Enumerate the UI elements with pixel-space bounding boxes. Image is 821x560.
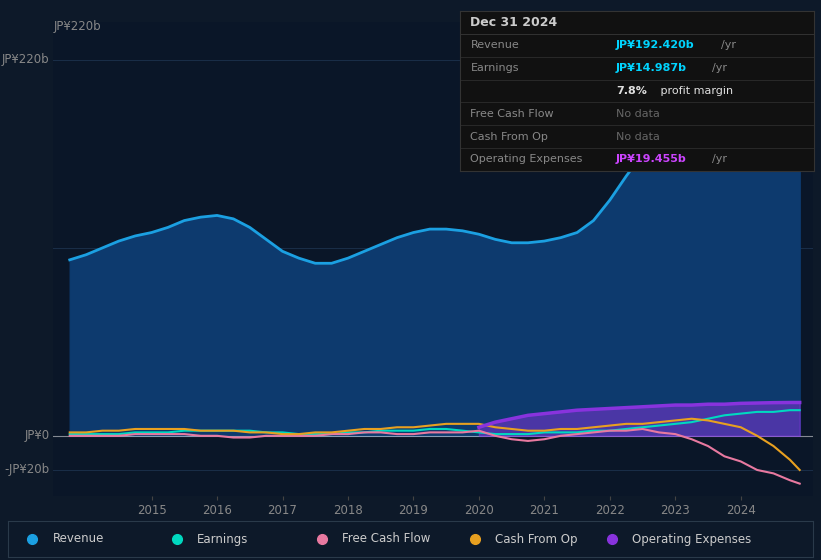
Text: JP¥19.455b: JP¥19.455b (616, 155, 686, 165)
Text: JP¥220b: JP¥220b (53, 20, 101, 32)
Text: Cash From Op: Cash From Op (495, 533, 577, 545)
Text: 7.8%: 7.8% (616, 86, 647, 96)
Text: Operating Expenses: Operating Expenses (470, 155, 583, 165)
Text: No data: No data (616, 109, 660, 119)
Text: profit margin: profit margin (657, 86, 732, 96)
Text: Dec 31 2024: Dec 31 2024 (470, 16, 557, 29)
Text: /yr: /yr (721, 40, 736, 50)
Text: JP¥0: JP¥0 (25, 430, 49, 442)
Text: JP¥192.420b: JP¥192.420b (616, 40, 695, 50)
Text: Operating Expenses: Operating Expenses (632, 533, 751, 545)
Text: Earnings: Earnings (470, 63, 519, 73)
Text: JP¥220b: JP¥220b (2, 54, 49, 67)
Text: -JP¥20b: -JP¥20b (4, 464, 49, 477)
Text: Free Cash Flow: Free Cash Flow (342, 533, 430, 545)
Text: No data: No data (616, 132, 660, 142)
Text: Cash From Op: Cash From Op (470, 132, 548, 142)
Text: Free Cash Flow: Free Cash Flow (470, 109, 554, 119)
Text: Revenue: Revenue (53, 533, 103, 545)
Text: /yr: /yr (712, 63, 727, 73)
Text: /yr: /yr (712, 155, 727, 165)
Text: Revenue: Revenue (470, 40, 519, 50)
Text: JP¥14.987b: JP¥14.987b (616, 63, 687, 73)
Text: Earnings: Earnings (197, 533, 249, 545)
